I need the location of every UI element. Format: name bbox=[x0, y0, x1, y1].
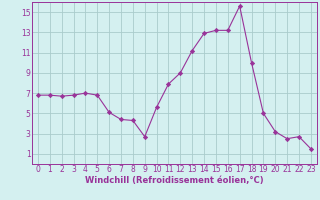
X-axis label: Windchill (Refroidissement éolien,°C): Windchill (Refroidissement éolien,°C) bbox=[85, 176, 264, 185]
